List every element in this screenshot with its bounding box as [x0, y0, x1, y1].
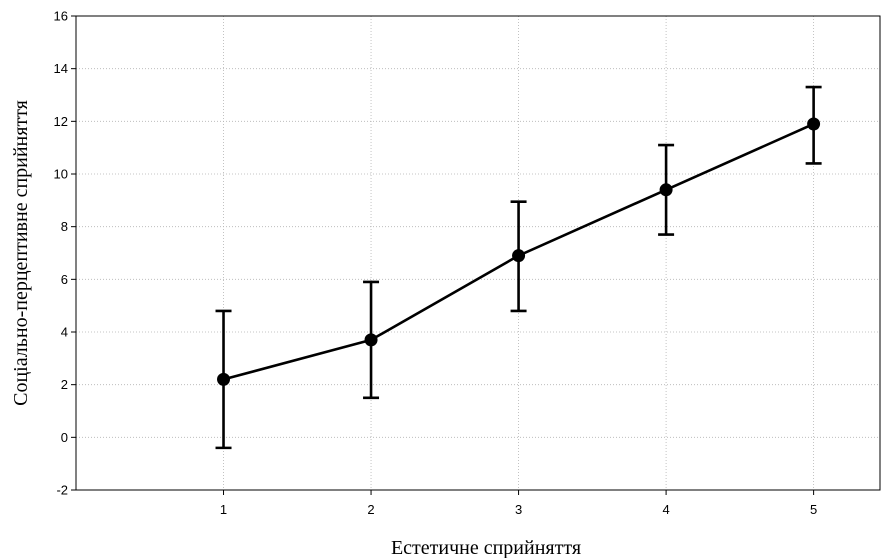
y-tick-label: 12 [54, 114, 68, 129]
y-tick-label: 16 [54, 9, 68, 24]
data-point [364, 333, 378, 347]
y-tick-label: 4 [61, 325, 68, 340]
data-point [512, 249, 526, 263]
y-tick-label: -2 [56, 483, 68, 498]
x-tick-label: 4 [662, 502, 669, 517]
y-tick-label: 2 [61, 377, 68, 392]
data-point [807, 117, 821, 131]
x-tick-label: 2 [367, 502, 374, 517]
y-axis: -2 0 2 4 6 8 10 12 14 16 [54, 9, 76, 498]
data-point [217, 372, 231, 386]
x-tick-label: 3 [515, 502, 522, 517]
plot-frame [75, 15, 881, 491]
x-axis: 1 2 3 4 5 [220, 490, 817, 517]
y-tick-label: 6 [61, 272, 68, 287]
y-tick-label: 0 [61, 430, 68, 445]
x-axis-title: Естетичне сприйняття [391, 537, 581, 558]
grid [76, 16, 880, 490]
x-tick-label: 1 [220, 502, 227, 517]
series-layer [215, 85, 822, 450]
x-tick-label: 5 [810, 502, 817, 517]
data-point [659, 183, 673, 197]
y-tick-label: 10 [54, 167, 68, 182]
y-tick-label: 8 [61, 219, 68, 234]
y-tick-label: 14 [54, 61, 68, 76]
y-axis-title: Соціально-перцептивне сприйняття [10, 100, 32, 406]
